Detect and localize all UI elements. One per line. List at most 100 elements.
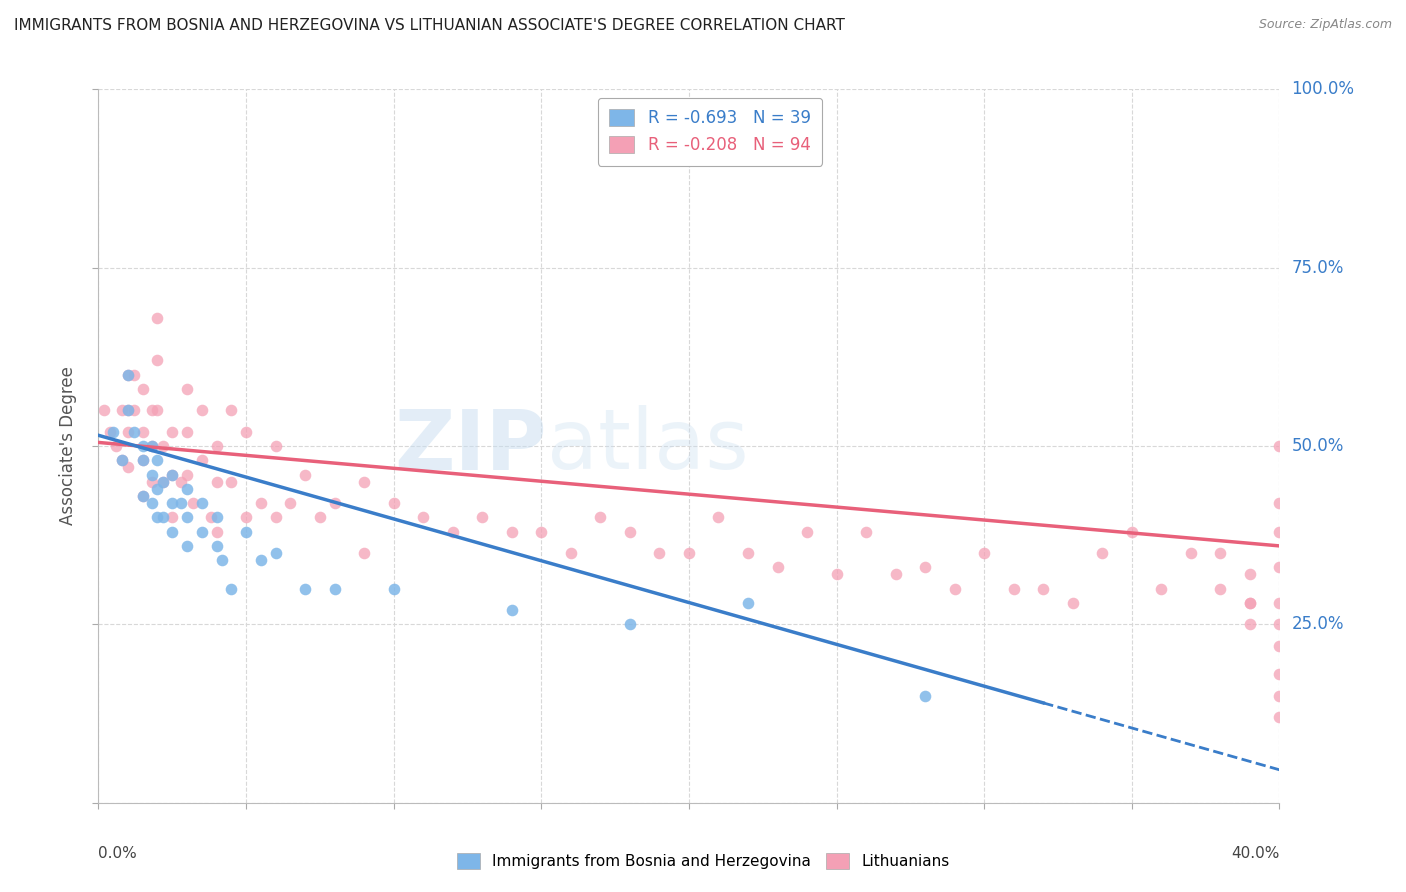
Point	[1268, 439, 1291, 453]
Point	[1268, 639, 1291, 653]
Point	[235, 425, 257, 439]
Point	[1209, 546, 1232, 560]
Point	[117, 425, 139, 439]
Point	[294, 467, 316, 482]
Point	[471, 510, 494, 524]
Point	[162, 467, 183, 482]
Point	[619, 617, 641, 632]
Point	[501, 524, 523, 539]
Point	[294, 582, 316, 596]
Point	[1268, 617, 1291, 632]
Point	[235, 524, 257, 539]
Legend: Immigrants from Bosnia and Herzegovina, Lithuanians: Immigrants from Bosnia and Herzegovina, …	[450, 847, 956, 875]
Text: Source: ZipAtlas.com: Source: ZipAtlas.com	[1258, 18, 1392, 31]
Point	[191, 496, 214, 510]
Point	[943, 582, 966, 596]
Point	[1268, 667, 1291, 681]
Point	[530, 524, 553, 539]
Point	[382, 496, 405, 510]
Point	[141, 403, 163, 417]
Point	[132, 439, 155, 453]
Point	[176, 425, 198, 439]
Point	[205, 524, 228, 539]
Point	[914, 560, 936, 574]
Point	[132, 489, 155, 503]
Point	[141, 439, 163, 453]
Point	[1239, 617, 1261, 632]
Point	[93, 403, 115, 417]
Point	[353, 475, 375, 489]
Point	[766, 560, 789, 574]
Point	[211, 553, 233, 567]
Point	[98, 425, 121, 439]
Point	[1268, 496, 1291, 510]
Point	[132, 489, 155, 503]
Point	[678, 546, 700, 560]
Point	[122, 425, 145, 439]
Point	[309, 510, 332, 524]
Point	[176, 539, 198, 553]
Point	[205, 510, 228, 524]
Point	[141, 496, 163, 510]
Point	[264, 439, 287, 453]
Point	[132, 453, 155, 467]
Point	[501, 603, 523, 617]
Point	[146, 310, 169, 325]
Text: IMMIGRANTS FROM BOSNIA AND HERZEGOVINA VS LITHUANIAN ASSOCIATE'S DEGREE CORRELAT: IMMIGRANTS FROM BOSNIA AND HERZEGOVINA V…	[14, 18, 845, 33]
Point	[589, 510, 612, 524]
Point	[560, 546, 582, 560]
Text: 25.0%: 25.0%	[1291, 615, 1344, 633]
Point	[353, 546, 375, 560]
Text: 75.0%: 75.0%	[1291, 259, 1344, 277]
Point	[264, 546, 287, 560]
Point	[132, 382, 155, 396]
Point	[162, 524, 183, 539]
Point	[250, 553, 273, 567]
Text: ZIP: ZIP	[395, 406, 547, 486]
Point	[855, 524, 877, 539]
Point	[111, 453, 134, 467]
Point	[205, 475, 228, 489]
Point	[1268, 524, 1291, 539]
Point	[117, 403, 139, 417]
Point	[1150, 582, 1173, 596]
Text: 40.0%: 40.0%	[1232, 846, 1279, 861]
Point	[146, 510, 169, 524]
Point	[737, 546, 759, 560]
Point	[176, 510, 198, 524]
Point	[176, 467, 198, 482]
Point	[111, 453, 134, 467]
Point	[117, 460, 139, 475]
Point	[648, 546, 671, 560]
Point	[323, 496, 346, 510]
Point	[152, 439, 174, 453]
Point	[170, 475, 193, 489]
Point	[1121, 524, 1143, 539]
Point	[141, 475, 163, 489]
Point	[111, 403, 134, 417]
Point	[146, 482, 169, 496]
Point	[162, 467, 183, 482]
Point	[152, 475, 174, 489]
Point	[191, 453, 214, 467]
Text: 50.0%: 50.0%	[1291, 437, 1344, 455]
Point	[191, 403, 214, 417]
Text: atlas: atlas	[547, 406, 749, 486]
Point	[1002, 582, 1025, 596]
Point	[105, 439, 128, 453]
Point	[412, 510, 434, 524]
Point	[884, 567, 907, 582]
Point	[146, 403, 169, 417]
Point	[219, 582, 242, 596]
Point	[176, 482, 198, 496]
Text: 100.0%: 100.0%	[1291, 80, 1354, 98]
Point	[191, 524, 214, 539]
Point	[170, 496, 193, 510]
Point	[132, 425, 155, 439]
Point	[1180, 546, 1202, 560]
Point	[250, 496, 273, 510]
Legend: R = -0.693   N = 39, R = -0.208   N = 94: R = -0.693 N = 39, R = -0.208 N = 94	[598, 97, 823, 166]
Point	[1268, 560, 1291, 574]
Point	[205, 439, 228, 453]
Point	[1091, 546, 1114, 560]
